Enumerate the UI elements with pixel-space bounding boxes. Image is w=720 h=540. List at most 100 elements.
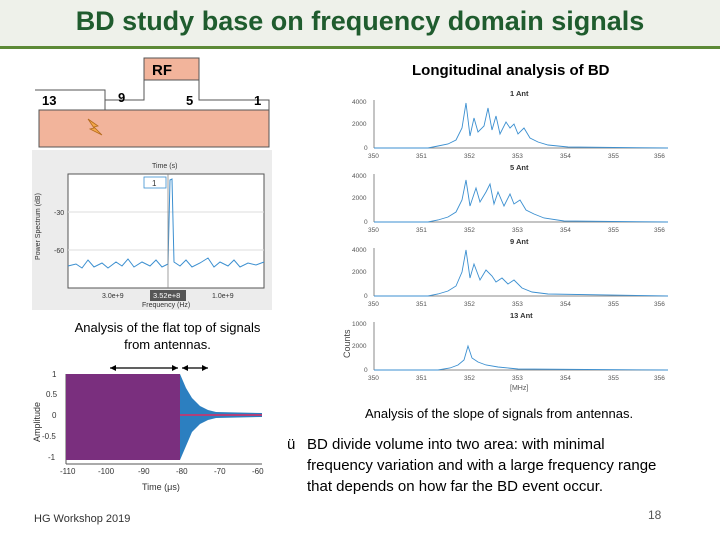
bullet-check-icon: ü (287, 436, 296, 453)
xtick: 355 (608, 227, 619, 234)
xtick: 356 (654, 153, 665, 160)
ytick: 0 (364, 145, 368, 152)
longitudinal-title: Longitudinal analysis of BD (412, 62, 610, 79)
xtick: -70 (214, 467, 226, 476)
xtick: -60 (252, 467, 264, 476)
xtick: 356 (654, 375, 665, 382)
ytick: 2000 (352, 121, 367, 128)
ytick: 0 (364, 367, 368, 374)
rf-coupler-box (143, 57, 200, 81)
xtick: 353 (512, 153, 523, 160)
xtick: 352 (464, 153, 475, 160)
bullet-line-1: BD divide volume into two area: with min… (307, 436, 605, 453)
bullet-line-2: frequency variation and with a large fre… (307, 457, 657, 474)
panel-title: 9 Ant (510, 237, 529, 246)
panel-title: 1 Ant (510, 89, 529, 98)
histogram-panel-3: 9 Ant 4000 2000 0 350 351 352 353 354 35… (352, 237, 669, 308)
ytick: 0 (52, 411, 57, 420)
xtick: 356 (654, 301, 665, 308)
spectrum-trace (67, 178, 265, 269)
caption-flat-top: Analysis of the flat top of signals from… (74, 320, 261, 352)
readout-box (150, 290, 186, 301)
rf-label: RF (152, 62, 172, 79)
xtick: 351 (416, 375, 427, 382)
xtick: 354 (560, 301, 571, 308)
page-number: 18 (648, 508, 662, 522)
ytick: 2000 (352, 343, 367, 350)
xlabel: [MHz] (510, 385, 528, 392)
histogram-panel-1: 1 Ant 4000 2000 0 350 351 352 353 354 35… (352, 89, 669, 160)
ytick: 4000 (352, 99, 367, 106)
legend-text: 1 (152, 179, 157, 188)
xtick: 355 (608, 153, 619, 160)
ytick: 2000 (352, 269, 367, 276)
histogram-trace (374, 179, 669, 223)
ytick-2: -60 (54, 248, 64, 255)
panel-title: 13 Ant (510, 311, 533, 320)
top-axis-label: Time (s) (152, 163, 177, 170)
ytick: -0.5 (42, 432, 56, 441)
xtick: -100 (98, 467, 115, 476)
breakdown-spark-icon (87, 118, 103, 136)
histogram-trace (374, 102, 669, 149)
ytick: 4000 (352, 173, 367, 180)
ytick: 0.5 (46, 390, 58, 399)
xtick: 350 (368, 301, 379, 308)
xtick: -110 (60, 467, 76, 476)
xtick: 350 (368, 153, 379, 160)
xtick: 351 (416, 153, 427, 160)
cell-label-9: 9 (118, 90, 126, 105)
xtick: 354 (560, 227, 571, 234)
cell-label-13: 13 (42, 93, 57, 108)
xtick: 353 (512, 301, 523, 308)
xtick: 350 (368, 227, 379, 234)
ylabel: Power Spectrum (dB) (35, 193, 42, 260)
bullet-line-3: that depends on how far the BD event occ… (307, 478, 604, 495)
xtick: 353 (512, 375, 523, 382)
xtick: 352 (464, 301, 475, 308)
structure-diagram (35, 57, 270, 148)
cavity-outline-right (198, 80, 270, 110)
xtick: -80 (176, 467, 188, 476)
title-bar (0, 0, 720, 49)
cell-label-1: 1 (254, 93, 262, 108)
ytick: 4000 (352, 247, 367, 254)
histogram-trace (374, 344, 669, 371)
histogram-trace (374, 249, 669, 297)
ytick: 1000 (352, 321, 367, 328)
xtick: 350 (368, 375, 379, 382)
xtick-2: 1.0e+9 (212, 293, 234, 300)
cell-label-5: 5 (186, 93, 194, 108)
xtick: 352 (464, 227, 475, 234)
signal-decay-tail (180, 374, 262, 460)
panel-title: 5 Ant (510, 163, 529, 172)
histogram-panel-2: 5 Ant 4000 2000 0 350 351 352 353 354 35… (352, 163, 669, 234)
xtick: 352 (464, 375, 475, 382)
xtick: 355 (608, 375, 619, 382)
ytick: 0 (364, 293, 368, 300)
amplitude-plot: 1 0.5 0 -0.5 -1 -110 -100 -90 -80 -70 -6… (32, 365, 264, 492)
ytick: -1 (48, 453, 56, 462)
xtick: 355 (608, 301, 619, 308)
footer-text: HG Workshop 2019 (34, 513, 131, 525)
readout-text: 3.52e+8 (153, 291, 180, 300)
ylabel: Counts (342, 329, 352, 358)
xtick: 351 (416, 301, 427, 308)
xtick: 354 (560, 153, 571, 160)
power-spectrum-plot: 1 Time (s) -30 -60 Power Spectrum (dB) 3… (32, 150, 272, 310)
xtick-1: 3.0e+9 (102, 293, 124, 300)
ytick-1: -30 (54, 210, 64, 217)
xtick: 356 (654, 227, 665, 234)
legend-box (143, 176, 167, 189)
xtick: 353 (512, 227, 523, 234)
xtick: 354 (560, 375, 571, 382)
xtick: -90 (138, 467, 150, 476)
xlabel: Time (μs) (142, 482, 180, 492)
slide-title: BD study base on frequency domain signal… (75, 6, 645, 36)
cavity-body (38, 109, 270, 148)
caption-slope: Analysis of the slope of signals from an… (365, 406, 634, 421)
ytick: 1 (52, 370, 57, 379)
histogram-panel-4: 13 Ant 1000 2000 0 350 351 352 353 354 3… (352, 311, 669, 392)
xtick: 351 (416, 227, 427, 234)
ytick: 0 (364, 219, 368, 226)
